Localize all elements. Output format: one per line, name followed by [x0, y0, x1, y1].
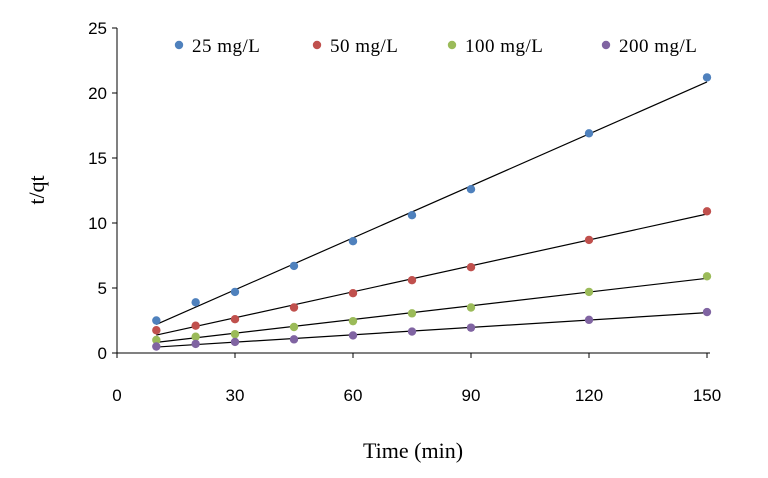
data-point	[702, 307, 712, 317]
axis-ticks: 0 5 10 15 20 25 0 30 60 90 120 150	[88, 19, 721, 405]
data-point	[152, 335, 161, 345]
data-point	[466, 323, 476, 332]
trendline	[156, 312, 708, 348]
data-point	[191, 298, 200, 307]
trendlines	[156, 81, 708, 348]
data-point	[466, 263, 476, 272]
data-point	[348, 331, 358, 340]
data-point	[407, 327, 417, 336]
x-tick-label: 0	[112, 386, 121, 405]
trendline	[156, 81, 708, 326]
y-tick-label: 25	[88, 19, 107, 38]
legend-label: 50 mg/L	[330, 36, 398, 57]
y-tick-label: 20	[88, 84, 107, 103]
data-point	[152, 316, 161, 325]
data-point	[152, 342, 161, 351]
data-point	[466, 303, 476, 312]
data-point	[584, 287, 594, 297]
data-point	[584, 315, 594, 325]
data-point	[289, 335, 299, 344]
data-point	[289, 261, 299, 271]
data-point	[289, 322, 299, 332]
trendline	[156, 277, 708, 343]
x-tick-label: 30	[226, 386, 245, 405]
legend-marker	[312, 40, 322, 50]
data-point	[191, 339, 200, 349]
data-point	[348, 316, 358, 326]
data-point	[466, 185, 476, 194]
x-tick-label: 120	[575, 386, 603, 405]
data-point	[702, 272, 712, 281]
data-points	[152, 73, 712, 351]
data-point	[407, 211, 417, 220]
data-point	[230, 329, 240, 339]
x-tick-label: 60	[344, 386, 363, 405]
y-tick-label: 5	[98, 279, 107, 298]
legend-marker	[174, 40, 184, 50]
data-point	[584, 235, 594, 245]
data-point	[230, 315, 240, 324]
data-point	[289, 303, 299, 312]
data-point	[191, 332, 200, 341]
data-point	[348, 237, 358, 246]
data-point	[702, 73, 712, 82]
trendline	[156, 213, 708, 336]
legend-label: 200 mg/L	[619, 36, 697, 57]
data-point	[230, 287, 240, 297]
data-point	[407, 309, 417, 318]
data-point	[152, 326, 161, 335]
x-tick-label: 90	[462, 386, 481, 405]
y-axis-title: t/qt	[24, 175, 49, 204]
y-tick-label: 0	[98, 344, 107, 363]
y-tick-label: 15	[88, 149, 107, 168]
legend-marker	[447, 40, 457, 50]
legend-marker	[601, 40, 611, 50]
legend: 25 mg/L 50 mg/L 100 mg/L 200 mg/L	[174, 36, 697, 57]
plot-axes	[116, 28, 710, 354]
data-point	[191, 321, 200, 330]
data-point	[584, 129, 594, 138]
y-tick-label: 10	[88, 214, 107, 233]
legend-label: 25 mg/L	[192, 36, 260, 57]
data-point	[230, 337, 240, 347]
data-point	[702, 207, 712, 216]
data-point	[407, 276, 417, 285]
legend-label: 100 mg/L	[465, 36, 543, 57]
x-axis-title: Time (min)	[363, 438, 463, 463]
data-point	[348, 289, 358, 298]
x-tick-label: 150	[693, 386, 721, 405]
